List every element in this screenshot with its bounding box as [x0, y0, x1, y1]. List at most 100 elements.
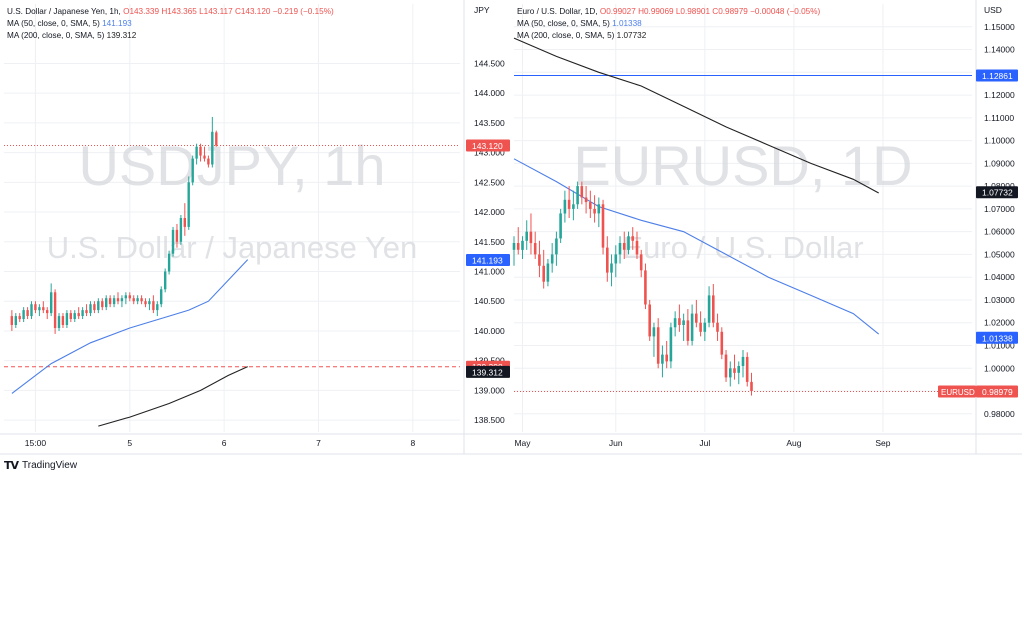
- candle-body: [614, 254, 618, 264]
- legend-part: C143.120: [233, 7, 271, 16]
- candle: [61, 313, 65, 328]
- candle-body: [580, 186, 584, 198]
- candle: [112, 295, 116, 308]
- candle: [584, 186, 588, 214]
- candle-body: [203, 155, 206, 159]
- last-price-badge: 0.98979: [982, 387, 1013, 397]
- watermark-symbol: EURUSD, 1D: [573, 134, 912, 197]
- candle-body: [30, 304, 33, 317]
- candle: [529, 213, 533, 255]
- price-tick-label: 144.000: [474, 88, 505, 98]
- time-tick-label: Sep: [875, 438, 890, 448]
- candle-body: [97, 301, 100, 311]
- candle-body: [112, 298, 116, 305]
- indicator-label: MA (50, close, 0, SMA, 5): [7, 19, 102, 28]
- candle-body: [195, 146, 198, 159]
- tradingview-logo[interactable]: TV TradingView: [4, 459, 77, 472]
- candle: [606, 236, 609, 282]
- time-tick-label: Aug: [786, 438, 801, 448]
- candle-body: [26, 310, 29, 316]
- candle-body: [631, 236, 634, 241]
- time-tick-label: May: [514, 438, 531, 448]
- price-tick-label: 1.07000: [984, 204, 1015, 214]
- candle-body: [542, 265, 545, 282]
- candle: [97, 298, 100, 314]
- price-tick-label: 1.08000: [984, 181, 1015, 191]
- candle: [699, 311, 702, 337]
- candle-body: [669, 327, 673, 362]
- price-tick-label: 144.500: [474, 58, 505, 68]
- candle-body: [559, 213, 562, 239]
- candle: [686, 309, 690, 346]
- candle-body: [724, 354, 728, 378]
- candle: [656, 318, 660, 369]
- candle-body: [601, 204, 605, 248]
- ma200-line: [98, 366, 248, 427]
- candle-body: [89, 304, 92, 314]
- candle: [724, 350, 728, 382]
- last-price-badge-bg: [976, 385, 1018, 398]
- candle: [661, 345, 664, 378]
- candle-body: [733, 368, 736, 373]
- candle-body: [589, 202, 592, 209]
- candle-body: [567, 199, 571, 209]
- indicator-value: 141.193: [102, 19, 132, 28]
- price-tick-label: 143.500: [474, 118, 505, 128]
- price-tick-label: 1.04000: [984, 272, 1015, 282]
- ma200-line: [513, 37, 879, 194]
- price-tick-label: 1.00000: [984, 363, 1015, 373]
- legend-part: −0.00048 (−0.05%): [748, 7, 821, 16]
- candle-body: [207, 158, 210, 165]
- candle-body: [690, 313, 694, 341]
- candle-body: [720, 331, 724, 355]
- candle: [627, 231, 630, 255]
- price-tick-label: 1.01000: [984, 340, 1015, 350]
- candle-body: [191, 158, 194, 183]
- candle: [53, 289, 57, 334]
- price-tick-label: 1.09000: [984, 158, 1015, 168]
- candle-body: [61, 316, 65, 325]
- candle: [108, 295, 112, 308]
- candle-body: [132, 298, 135, 302]
- candle-body: [584, 197, 588, 203]
- candle: [207, 155, 210, 168]
- candle: [124, 292, 127, 305]
- watermark-description: U.S. Dollar / Japanese Yen: [47, 230, 418, 265]
- price-tick-label: 142.500: [474, 177, 505, 187]
- candle: [644, 263, 647, 310]
- candle: [614, 245, 618, 278]
- candle: [22, 307, 25, 323]
- ma50-line: [11, 259, 249, 394]
- tradingview-logo-text: TradingView: [22, 460, 78, 471]
- price-tick-label: 141.000: [474, 267, 505, 277]
- candle: [81, 307, 84, 320]
- candle: [597, 197, 601, 228]
- tradingview-logo-icon: TV: [4, 459, 19, 472]
- candle-body: [42, 307, 45, 311]
- candle-body: [105, 298, 108, 308]
- candle: [105, 295, 108, 311]
- candle-body: [729, 368, 732, 378]
- price-badge-dark-bg: [976, 186, 1018, 199]
- candle: [516, 227, 520, 255]
- candle: [563, 190, 567, 223]
- candle-body: [183, 218, 186, 227]
- candle: [631, 227, 634, 250]
- candle: [665, 340, 668, 369]
- candle: [156, 301, 159, 317]
- candle-body: [699, 322, 702, 332]
- price-tick-label: 1.03000: [984, 295, 1015, 305]
- candle-body: [69, 313, 72, 319]
- candle-body: [167, 253, 171, 272]
- candle-body: [639, 254, 643, 271]
- candle: [191, 155, 194, 186]
- time-tick-label: 15:00: [25, 438, 47, 448]
- symbol-tag: EURUSD: [941, 388, 975, 397]
- candle-body: [512, 243, 516, 250]
- price-tick-label: 1.12000: [984, 90, 1015, 100]
- candle: [65, 310, 69, 328]
- candle: [652, 322, 656, 357]
- candle-body: [171, 229, 175, 254]
